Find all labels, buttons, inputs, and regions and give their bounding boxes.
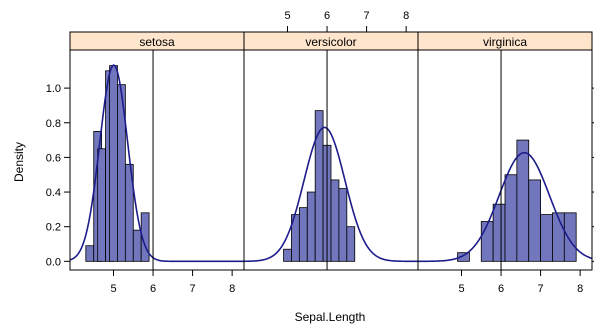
x-tick-label: 7 — [190, 283, 196, 295]
density-curve-versicolor — [243, 126, 418, 263]
x-tick-label: 5 — [458, 283, 464, 295]
histogram-bar — [109, 65, 118, 262]
x-tick-label: 7 — [364, 10, 370, 22]
histogram-bar — [338, 188, 348, 262]
panel-setosa: setosa — [69, 31, 245, 271]
y-tick-label: 0.2 — [46, 222, 61, 234]
histogram-bar — [140, 212, 150, 262]
x-tick-label: 6 — [324, 10, 330, 22]
x-tick-label: 7 — [538, 283, 544, 295]
histogram-bar — [504, 174, 518, 262]
y-tick-label: 1.0 — [46, 83, 61, 95]
histogram-bar — [457, 252, 470, 262]
y-tick-label: 0.4 — [46, 187, 61, 199]
histogram-bar — [563, 212, 577, 262]
y-tick-label: 0.6 — [46, 152, 61, 164]
panel-virginica: virginica — [417, 31, 593, 271]
x-tick-label: 8 — [229, 283, 235, 295]
histogram-bar — [132, 229, 142, 262]
histogram-bar — [492, 203, 506, 262]
histogram-bar — [516, 139, 530, 262]
histogram-bar — [480, 221, 494, 262]
x-tick-label: 6 — [150, 283, 156, 295]
y-axis-label: Density — [12, 142, 26, 182]
x-tick-label: 8 — [577, 283, 583, 295]
histogram-bar — [124, 163, 134, 262]
axes-layer: 5 6 7 8 5 6 7 8 5 6 7 8 0.0 0.2 0.4 0.6 0.8 1.0 — [46, 10, 594, 295]
histogram-bar — [528, 179, 541, 262]
histogram-bar — [298, 207, 308, 262]
y-tick-label: 0.8 — [46, 118, 61, 130]
density-curve-setosa — [69, 64, 244, 263]
x-tick-label: 8 — [403, 10, 409, 22]
x-axis-label: Sepal.Length — [295, 310, 366, 324]
x-tick-label: 6 — [498, 283, 504, 295]
histogram-bar — [85, 245, 95, 262]
density-curve-virginica — [418, 151, 593, 263]
panel-border-virginica — [417, 49, 593, 271]
histogram-bar — [283, 248, 292, 262]
x-tick-label: 5 — [284, 10, 290, 22]
histogram-bar — [306, 191, 316, 262]
y-tick-label: 0.0 — [46, 256, 61, 268]
histogram-bar — [540, 214, 553, 262]
strip-label-setosa: setosa — [139, 35, 175, 49]
histogram-bar — [552, 212, 565, 262]
strip-label-virginica: virginica — [483, 35, 527, 49]
histogram-bar — [346, 226, 356, 262]
panels-layer: setosa versicolor virginica — [69, 31, 593, 271]
x-tick-label: 5 — [110, 283, 116, 295]
strip-label-versicolor: versicolor — [305, 35, 356, 49]
histogram-bar — [97, 148, 106, 262]
panel-versicolor: versicolor — [243, 31, 419, 271]
histogram-bar — [330, 179, 340, 262]
